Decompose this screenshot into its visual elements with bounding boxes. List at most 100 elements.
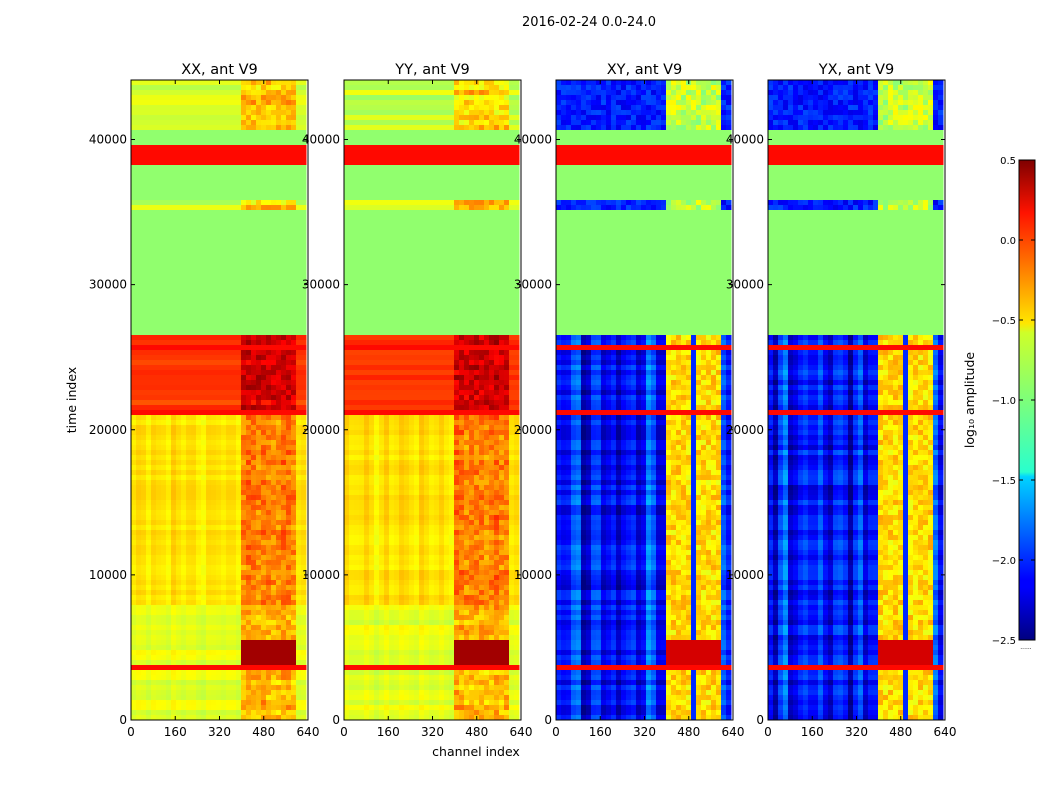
heatmap-cell	[276, 155, 282, 161]
heatmap-cell	[136, 205, 142, 211]
heatmap-cell	[261, 400, 267, 406]
heatmap-cell	[146, 465, 152, 471]
heatmap-cell	[301, 80, 307, 86]
heatmap-cell	[211, 460, 217, 466]
heatmap-cell	[256, 430, 262, 436]
heatmap-cell	[136, 680, 142, 686]
heatmap-cell	[251, 715, 257, 721]
heatmap-cell	[286, 310, 292, 316]
heatmap-cell	[151, 310, 157, 316]
heatmap-cell	[286, 510, 292, 516]
heatmap-cell	[181, 185, 187, 191]
heatmap-cell	[221, 510, 227, 516]
heatmap-cell	[291, 325, 297, 331]
heatmap-cell	[296, 90, 302, 96]
heatmap-cell	[241, 535, 247, 541]
heatmap-cell	[211, 260, 217, 266]
heatmap-cell	[176, 580, 182, 586]
heatmap-cell	[484, 95, 490, 101]
heatmap-cell	[256, 535, 262, 541]
heatmap-cell	[201, 365, 207, 371]
heatmap-cell	[146, 460, 152, 466]
heatmap-cell	[281, 385, 287, 391]
heatmap-cell	[266, 205, 272, 211]
heatmap-cell	[201, 580, 207, 586]
heatmap-cell	[146, 655, 152, 661]
heatmap-cell	[276, 325, 282, 331]
heatmap-cell	[191, 390, 197, 396]
heatmap-cell	[161, 125, 167, 131]
heatmap-cell	[246, 655, 252, 661]
heatmap-cell	[379, 80, 385, 86]
heatmap-cell	[141, 105, 147, 111]
heatmap-cell	[176, 170, 182, 176]
heatmap-cell	[251, 520, 257, 526]
heatmap-cell	[296, 240, 302, 246]
heatmap-cell	[281, 250, 287, 256]
heatmap-cell	[166, 190, 172, 196]
heatmap-cell	[131, 215, 137, 221]
heatmap-cell	[424, 110, 430, 116]
heatmap-cell	[296, 290, 302, 296]
heatmap-cell	[379, 120, 385, 126]
heatmap-cell	[261, 145, 267, 151]
heatmap-cell	[136, 715, 142, 721]
heatmap-cell	[181, 265, 187, 271]
heatmap-cell	[211, 185, 217, 191]
heatmap-cell	[171, 595, 177, 601]
heatmap-cell	[354, 110, 360, 116]
heatmap-cell	[504, 105, 510, 111]
heatmap-cell	[216, 255, 222, 261]
heatmap-cell	[236, 100, 242, 106]
heatmap-cell	[196, 335, 202, 341]
heatmap-cell	[276, 670, 282, 676]
heatmap-cell	[276, 415, 282, 421]
heatmap-cell	[151, 520, 157, 526]
heatmap-cell	[499, 140, 505, 146]
heatmap-cell	[161, 325, 167, 331]
heatmap-cell	[176, 250, 182, 256]
heatmap-cell	[261, 190, 267, 196]
heatmap-cell	[171, 510, 177, 516]
heatmap-cell	[156, 495, 162, 501]
heatmap-cell	[196, 645, 202, 651]
heatmap-cell	[206, 560, 212, 566]
heatmap-cell	[191, 335, 197, 341]
heatmap-cell	[459, 95, 465, 101]
heatmap-cell	[211, 445, 217, 451]
heatmap-cell	[181, 405, 187, 411]
heatmap-cell	[176, 90, 182, 96]
heatmap-cell	[191, 275, 197, 281]
heatmap-cell	[271, 465, 277, 471]
heatmap-cell	[211, 315, 217, 321]
heatmap-cell	[251, 595, 257, 601]
heatmap-cell	[131, 700, 137, 706]
heatmap-cell	[266, 670, 272, 676]
heatmap-cell	[221, 310, 227, 316]
heatmap-cell	[191, 455, 197, 461]
heatmap-cell	[151, 590, 157, 596]
heatmap-cell	[201, 695, 207, 701]
heatmap-cell	[256, 650, 262, 656]
heatmap-cell	[211, 230, 217, 236]
heatmap-cell	[251, 210, 257, 216]
heatmap-cell	[286, 225, 292, 231]
heatmap-cell	[141, 260, 147, 266]
heatmap-cell	[261, 565, 267, 571]
heatmap-cell	[136, 225, 142, 231]
heatmap-cell	[206, 360, 212, 366]
heatmap-cell	[196, 545, 202, 551]
heatmap-cell	[161, 355, 167, 361]
heatmap-cell	[434, 140, 440, 146]
heatmap-cell	[231, 120, 237, 126]
heatmap-cell	[256, 445, 262, 451]
heatmap-cell	[206, 170, 212, 176]
heatmap-cell	[156, 120, 162, 126]
heatmap-cell	[221, 215, 227, 221]
heatmap-cell	[276, 605, 282, 611]
heatmap-cell	[191, 485, 197, 491]
heatmap-cell	[251, 700, 257, 706]
heatmap-cell	[196, 710, 202, 716]
heatmap-cell	[221, 125, 227, 131]
heatmap-cell	[161, 190, 167, 196]
